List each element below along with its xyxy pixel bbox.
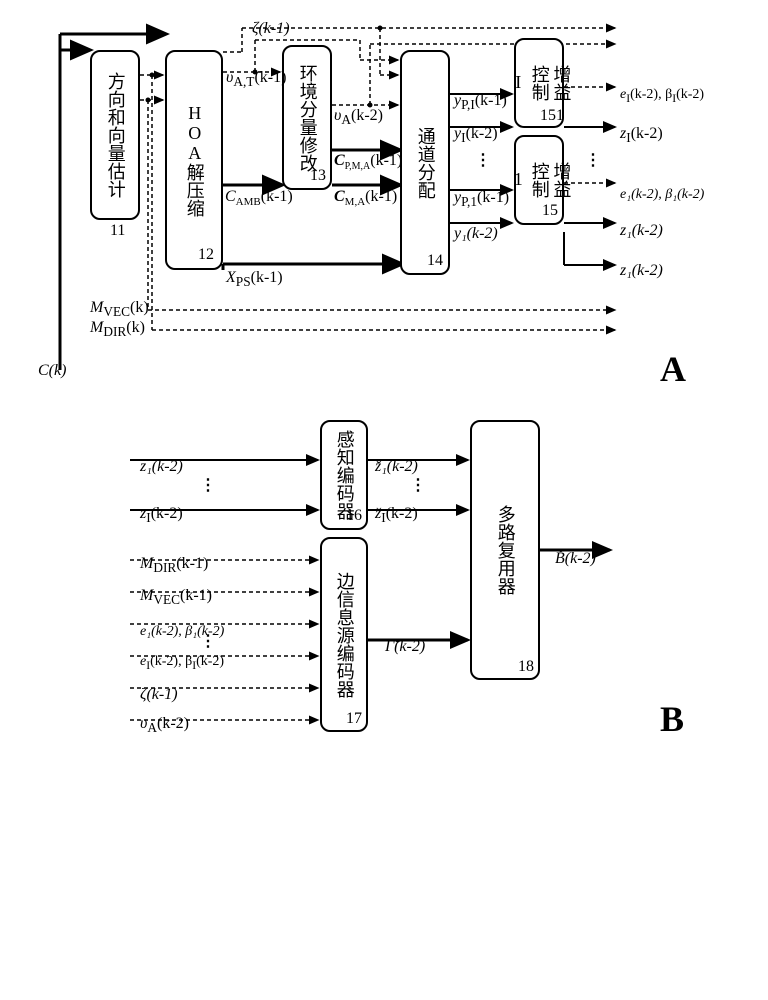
block-estimator-num: 11 [110, 222, 125, 240]
block-ambmod-num: 13 [310, 167, 326, 185]
sig-zeta: ζ(k-1) [252, 20, 290, 38]
sig-zIin: zI(k-2) [140, 505, 183, 526]
block-mux-num: 18 [518, 658, 534, 676]
sig-zImid: zI(k-2) [620, 125, 663, 146]
svg-text:⋮: ⋮ [200, 477, 216, 494]
block-hoa-label: HOA解压缩 [183, 103, 205, 217]
block-gain1-label: 增益控制1 [507, 162, 572, 198]
block-gainI-num: 151 [540, 107, 564, 125]
sig-cpma: CP,M,A(k-1) [334, 152, 402, 172]
sig-xps: XPS(k-1) [226, 269, 283, 290]
sig-Bout: B̆(k-2) [555, 550, 596, 568]
block-chassign-label: 通道分配 [414, 127, 436, 199]
sig-mvecin: MVEC(k-1) [140, 587, 212, 608]
sig-yp1: yP,1(k-1) [454, 189, 509, 210]
sig-e1b1: e₁(k-2), β₁(k-2) [620, 187, 704, 203]
svg-text:⋮: ⋮ [475, 152, 491, 169]
sig-mvec: MVEC(k) [90, 299, 149, 320]
sig-vain: υA(k-2) [140, 715, 189, 736]
block-gainI-label: 增益控制I [507, 65, 572, 101]
sig-e1b1in: e₁(k-2), β₁(k-2) [140, 624, 224, 640]
sig-z1top: z₁(k-2) [620, 262, 663, 280]
sig-eIbIin: eI(k-2), βI(k-2) [140, 654, 224, 672]
sig-mdir: MDIR(k) [90, 319, 145, 340]
sig-ck: C(k) [38, 362, 66, 380]
sig-eIbI: eI(k-2), βI(k-2) [620, 87, 704, 105]
sig-zItilde: z̆I(k-2) [375, 505, 418, 526]
sig-y1: y₁(k-2) [454, 225, 498, 243]
sig-vat: υA,T(k-1) [226, 69, 286, 90]
sig-mdirin: MDIR(k-1) [140, 555, 208, 576]
sig-camb: CAMB(k-1) [225, 188, 293, 208]
block-perceptual-num: 16 [346, 507, 362, 525]
sig-z1tilde: z̆₁(k-2) [375, 458, 418, 476]
sig-yI: yI(k-2) [454, 125, 498, 146]
block-chassign: 通道分配 [400, 50, 450, 275]
diagram-container: ⋮ ⋮ 方向和向量估计 11 HOA解压缩 12 环境分量修改 13 通道分配 … [20, 20, 748, 980]
sig-gammatilde: Γ̆(k-2) [385, 638, 425, 656]
block-chassign-num: 14 [427, 252, 443, 270]
sig-cma: CM,A(k-1) [334, 188, 397, 208]
block-sideinfo-label: 边信息源编码器 [333, 572, 355, 698]
block-estimator: 方向和向量估计 [90, 50, 140, 220]
svg-text:⋮: ⋮ [585, 152, 601, 169]
block-hoa-num: 12 [198, 246, 214, 264]
block-mux-label: 多路复用器 [494, 505, 516, 595]
svg-text:⋮: ⋮ [410, 477, 426, 494]
block-estimator-label: 方向和向量估计 [104, 72, 126, 198]
label-A: A [660, 348, 686, 390]
block-mux: 多路复用器 [470, 420, 540, 680]
label-B: B [660, 698, 684, 740]
sig-va: υA(k-2) [334, 107, 383, 128]
block-ambmod-label: 环境分量修改 [296, 64, 318, 172]
sig-z1in: z₁(k-2) [140, 458, 183, 476]
sig-yPI: yP,I(k-1) [454, 92, 507, 113]
sig-z1top2: z₁(k-2) [620, 222, 663, 240]
block-sideinfo-num: 17 [346, 710, 362, 728]
block-hoa: HOA解压缩 [165, 50, 223, 270]
sig-zetain: ζ(k-1) [140, 686, 178, 704]
block-sideinfo: 边信息源编码器 [320, 537, 368, 732]
block-gain1-num: 15 [542, 202, 558, 220]
